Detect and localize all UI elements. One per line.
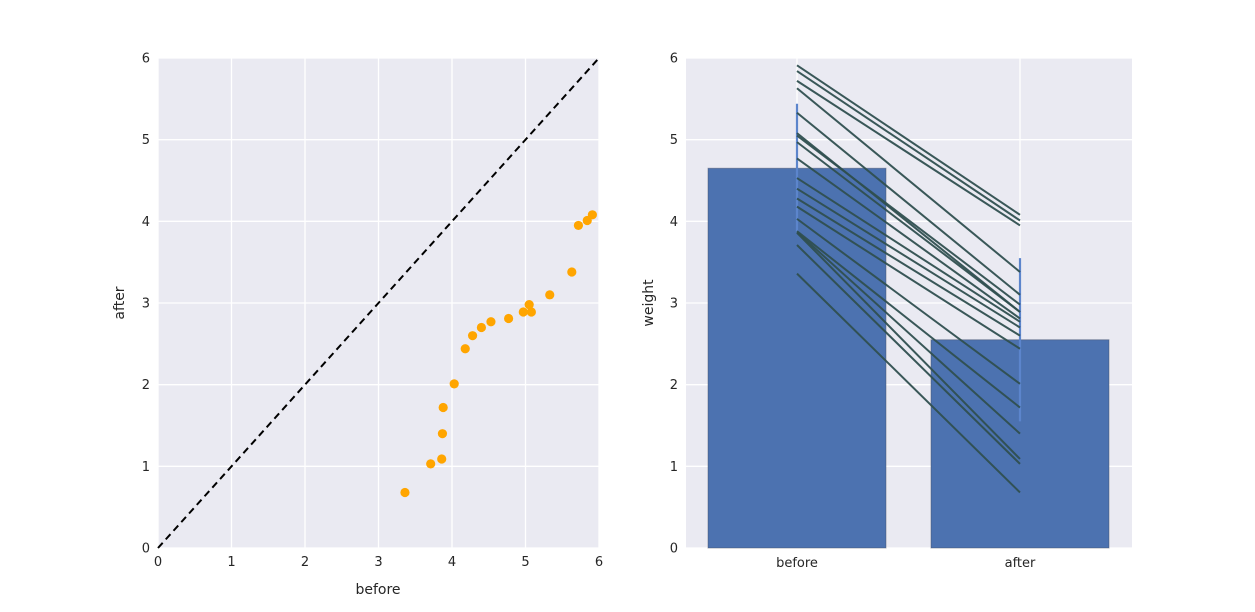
pair-line bbox=[796, 80, 1021, 227]
y-tick-label: 0 bbox=[670, 542, 678, 557]
scatter-plot: 0 1 2 3 4 5 6 0 1 2 3 4 5 6 bbox=[142, 52, 603, 571]
x-tick-label: 3 bbox=[374, 555, 382, 570]
pair-line bbox=[796, 141, 1021, 313]
y-tick-label: 3 bbox=[142, 297, 150, 312]
pair-line bbox=[796, 70, 1021, 222]
data-point bbox=[573, 220, 584, 231]
data-point bbox=[587, 210, 597, 220]
data-point bbox=[524, 300, 534, 310]
pair-line bbox=[796, 157, 1021, 320]
pair-line bbox=[796, 205, 1021, 350]
y-tick-label: 0 bbox=[142, 542, 150, 557]
data-point bbox=[476, 322, 486, 333]
x-tick-label: 4 bbox=[448, 555, 456, 570]
x-tick-label: 1 bbox=[227, 555, 235, 570]
pair-line bbox=[796, 218, 1021, 385]
y-tick-label: 2 bbox=[142, 378, 150, 393]
x-tick-label: 6 bbox=[595, 555, 603, 570]
data-point bbox=[449, 379, 459, 389]
x-tick-label: 0 bbox=[154, 555, 162, 570]
y-tick-label: 6 bbox=[142, 52, 150, 67]
data-point bbox=[426, 459, 436, 469]
x-tick-label: 5 bbox=[521, 555, 529, 570]
pair-line bbox=[796, 187, 1021, 329]
pair-line bbox=[796, 231, 1021, 435]
data-point bbox=[518, 307, 528, 317]
pair-line bbox=[796, 272, 1021, 494]
data-point bbox=[486, 317, 496, 327]
data-point bbox=[526, 307, 536, 317]
data-point bbox=[567, 267, 577, 277]
pair-line bbox=[796, 244, 1021, 465]
category-tick-label: before bbox=[776, 556, 818, 571]
y-tick-label: 2 bbox=[670, 378, 678, 393]
pair-line bbox=[796, 111, 1021, 296]
y-tick-label: 1 bbox=[670, 460, 678, 475]
pair-line bbox=[796, 87, 1021, 273]
pair-line bbox=[796, 64, 1021, 216]
data-point bbox=[545, 290, 555, 300]
y-tick-label: 4 bbox=[142, 215, 150, 230]
data-point bbox=[467, 331, 478, 341]
scatter-yaxis-label: after bbox=[112, 286, 128, 319]
scatter-xaxis-label: before bbox=[355, 582, 400, 598]
y-tick-label: 5 bbox=[670, 133, 678, 148]
y-tick-label: 1 bbox=[142, 460, 150, 475]
paired-bar-plot: before after 0 1 2 3 4 5 6 bbox=[670, 52, 1132, 571]
pair-line bbox=[796, 134, 1021, 306]
pair-line bbox=[796, 230, 1021, 409]
data-point bbox=[437, 454, 447, 464]
bar-yaxis-label: weight bbox=[641, 279, 657, 327]
pair-line bbox=[796, 197, 1021, 337]
y-tick-label: 5 bbox=[142, 133, 150, 148]
data-point bbox=[503, 313, 514, 324]
pair-line bbox=[796, 232, 1021, 460]
y-tick-label: 6 bbox=[670, 52, 678, 67]
data-point bbox=[400, 487, 410, 498]
data-point bbox=[438, 402, 448, 413]
data-point bbox=[437, 429, 448, 439]
pair-line bbox=[796, 177, 1021, 323]
x-tick-label: 2 bbox=[301, 555, 309, 570]
identity-dashed-line bbox=[157, 57, 600, 549]
category-tick-label: after bbox=[1005, 556, 1036, 571]
y-tick-label: 4 bbox=[670, 215, 678, 230]
y-tick-label: 3 bbox=[670, 297, 678, 312]
data-point bbox=[460, 344, 470, 354]
